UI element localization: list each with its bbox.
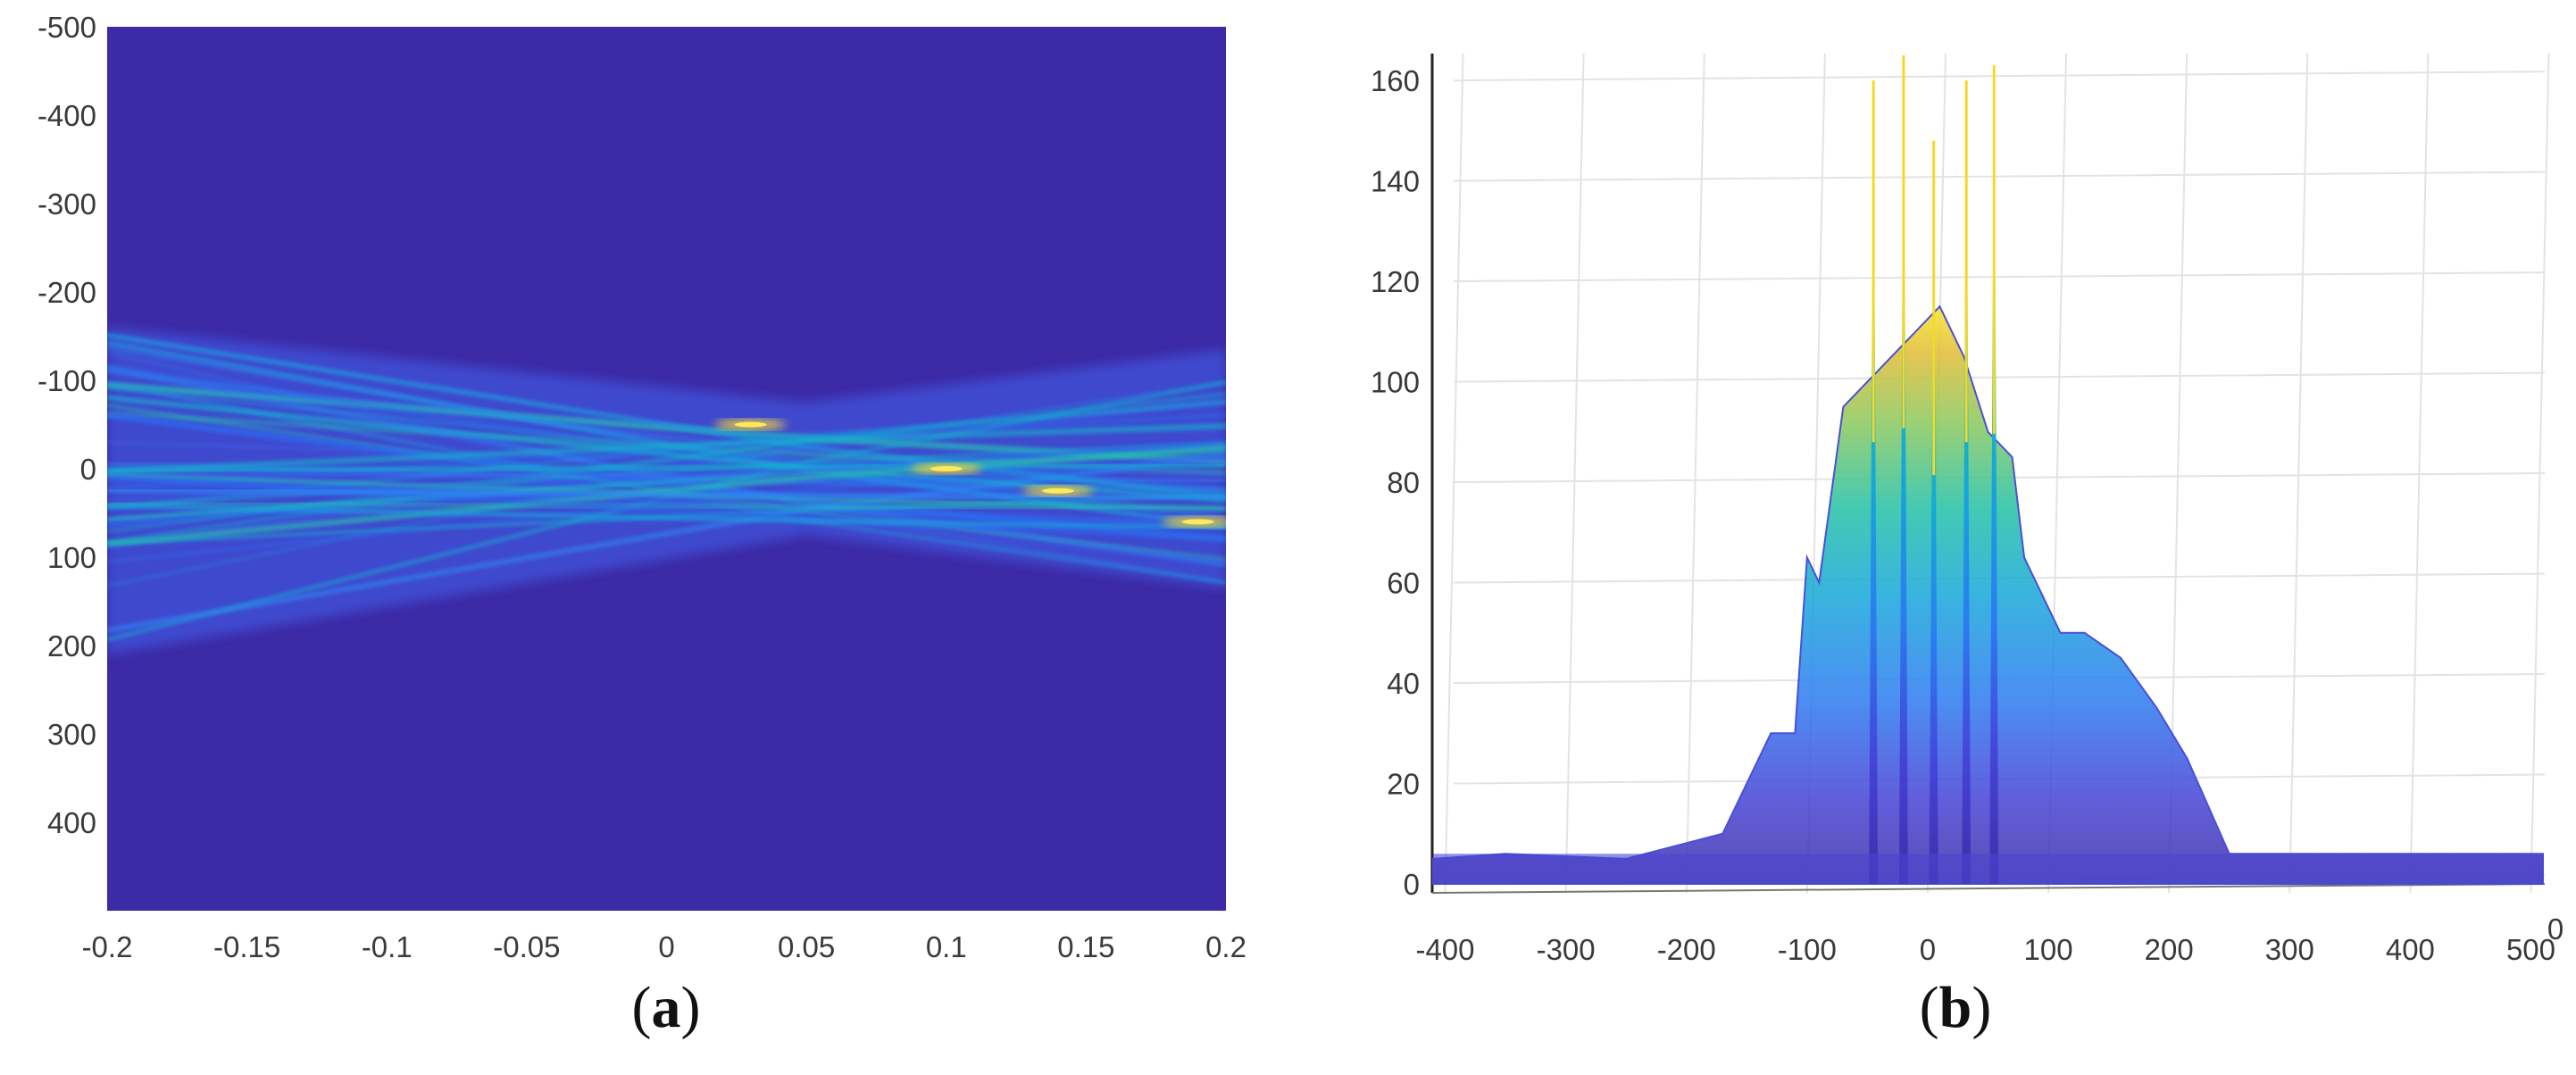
panel-label-a: (a)	[632, 975, 701, 1040]
surface-y-tick: 40	[1387, 667, 1420, 700]
heatmap-y-tick: -500	[38, 11, 96, 44]
spectral-peak	[1989, 65, 1999, 885]
surface-panel: 0 20 40 60 80 100 120 140 160 -400 -300 -200 -100 0 1…	[1371, 53, 2563, 966]
grid-line	[2409, 53, 2430, 894]
grid-line	[2288, 53, 2309, 894]
heatmap-x-tick: -0.15	[213, 930, 280, 963]
surface-y-tick: 0	[1404, 868, 1420, 901]
grid-line	[1685, 53, 1705, 894]
heatmap-x-tick: 0	[658, 930, 674, 963]
surface-envelope	[1432, 304, 2544, 885]
beam-ray	[107, 422, 1226, 475]
heatmap-x-tick: 0.2	[1205, 930, 1246, 963]
surface-y-tick: 80	[1387, 466, 1420, 499]
focus-spot-core	[1042, 488, 1075, 494]
grid-line	[1453, 171, 2546, 182]
surface-x-tick: -100	[1778, 933, 1837, 966]
panel-label-b: (b)	[1920, 975, 1992, 1040]
heatmap-y-tick: 300	[47, 718, 96, 751]
surface-x-tick: 200	[2145, 933, 2194, 966]
beam-ray	[107, 387, 1226, 494]
surface-spectrum	[1432, 55, 2544, 885]
surface-x-tick: -400	[1415, 933, 1474, 966]
surface-x-tick: 300	[2265, 933, 2314, 966]
heatmap-x-tick: 0.05	[778, 930, 835, 963]
surface-y-ticks: 0 20 40 60 80 100 120 140 160	[1371, 64, 1420, 901]
beam-ray	[107, 445, 1226, 547]
surface-x-tick: -300	[1537, 933, 1596, 966]
surface-y-tick: 20	[1387, 768, 1420, 801]
surface-y-tick: 120	[1371, 265, 1420, 298]
surface-baseline	[1433, 854, 2543, 884]
heatmap-y-ticks: -500 -400 -300 -200 -100 0 100 200 300 400	[38, 11, 96, 839]
focus-spot-core	[734, 421, 767, 428]
heatmap-x-tick: 0.1	[926, 930, 967, 963]
focus-spot-core	[930, 466, 963, 471]
beam-ray	[107, 462, 1226, 473]
surface-y-tick: 60	[1387, 567, 1420, 600]
surface-x-tick: -200	[1657, 933, 1716, 966]
beam-ray	[107, 351, 1226, 584]
surface-x-tick: 0	[1920, 933, 1936, 966]
heatmap-x-tick: -0.2	[82, 930, 133, 963]
surface-y-tick: 140	[1371, 165, 1420, 198]
focus-spot-core	[1181, 519, 1214, 525]
beam-ray	[107, 500, 1226, 512]
spectral-peak	[1962, 80, 1972, 884]
heatmap-x-tick: -0.1	[362, 930, 413, 963]
beam-ray	[107, 332, 1226, 500]
beam-ray	[107, 473, 1226, 512]
beam-ray	[107, 379, 1226, 642]
heatmap-y-tick: 0	[80, 453, 96, 486]
heatmap-y-tick: -300	[38, 188, 96, 221]
grid-line	[2530, 53, 2550, 894]
heatmap-y-tick: 100	[47, 541, 96, 574]
beam-ray	[107, 455, 1226, 563]
heatmap-x-ticks: -0.2 -0.15 -0.1 -0.05 0 0.05 0.1 0.15 0.2	[82, 930, 1246, 963]
surface-y-tick: 100	[1371, 366, 1420, 399]
heatmap-y-tick: -200	[38, 276, 96, 309]
surface-x-tick: 500	[2506, 933, 2555, 966]
surface-x-ticks: -400 -300 -200 -100 0 100 200 300 400 500	[1415, 933, 2555, 966]
grid-line	[1444, 53, 1464, 894]
grid-line	[1453, 71, 2546, 82]
heatmap-y-tick: 200	[47, 629, 96, 662]
beam-ray	[107, 487, 1226, 501]
grid-line	[1564, 53, 1585, 894]
spectral-peak	[1929, 140, 1938, 884]
surface-x-axis	[1431, 883, 2546, 894]
surface-depth-tick: 0	[2547, 912, 2563, 946]
beam-layer	[107, 327, 1226, 654]
grid-line	[1453, 271, 2546, 283]
beam-ray	[107, 365, 1226, 568]
surface-x-tick: 400	[2386, 933, 2435, 966]
spectral-peak	[1898, 55, 1908, 884]
heatmap-y-tick: 400	[47, 806, 96, 839]
heatmap-x-tick: 0.15	[1057, 930, 1114, 963]
heatmap-y-tick: -400	[38, 99, 96, 132]
grid-line	[1453, 371, 2546, 383]
heatmap-y-tick: -100	[38, 364, 96, 397]
beam-ray	[107, 503, 1226, 530]
spectral-peak	[1869, 80, 1879, 884]
surface-x-tick: 100	[2024, 933, 2073, 966]
heatmap-x-tick: -0.05	[493, 930, 560, 963]
surface-y-tick: 160	[1371, 64, 1420, 97]
